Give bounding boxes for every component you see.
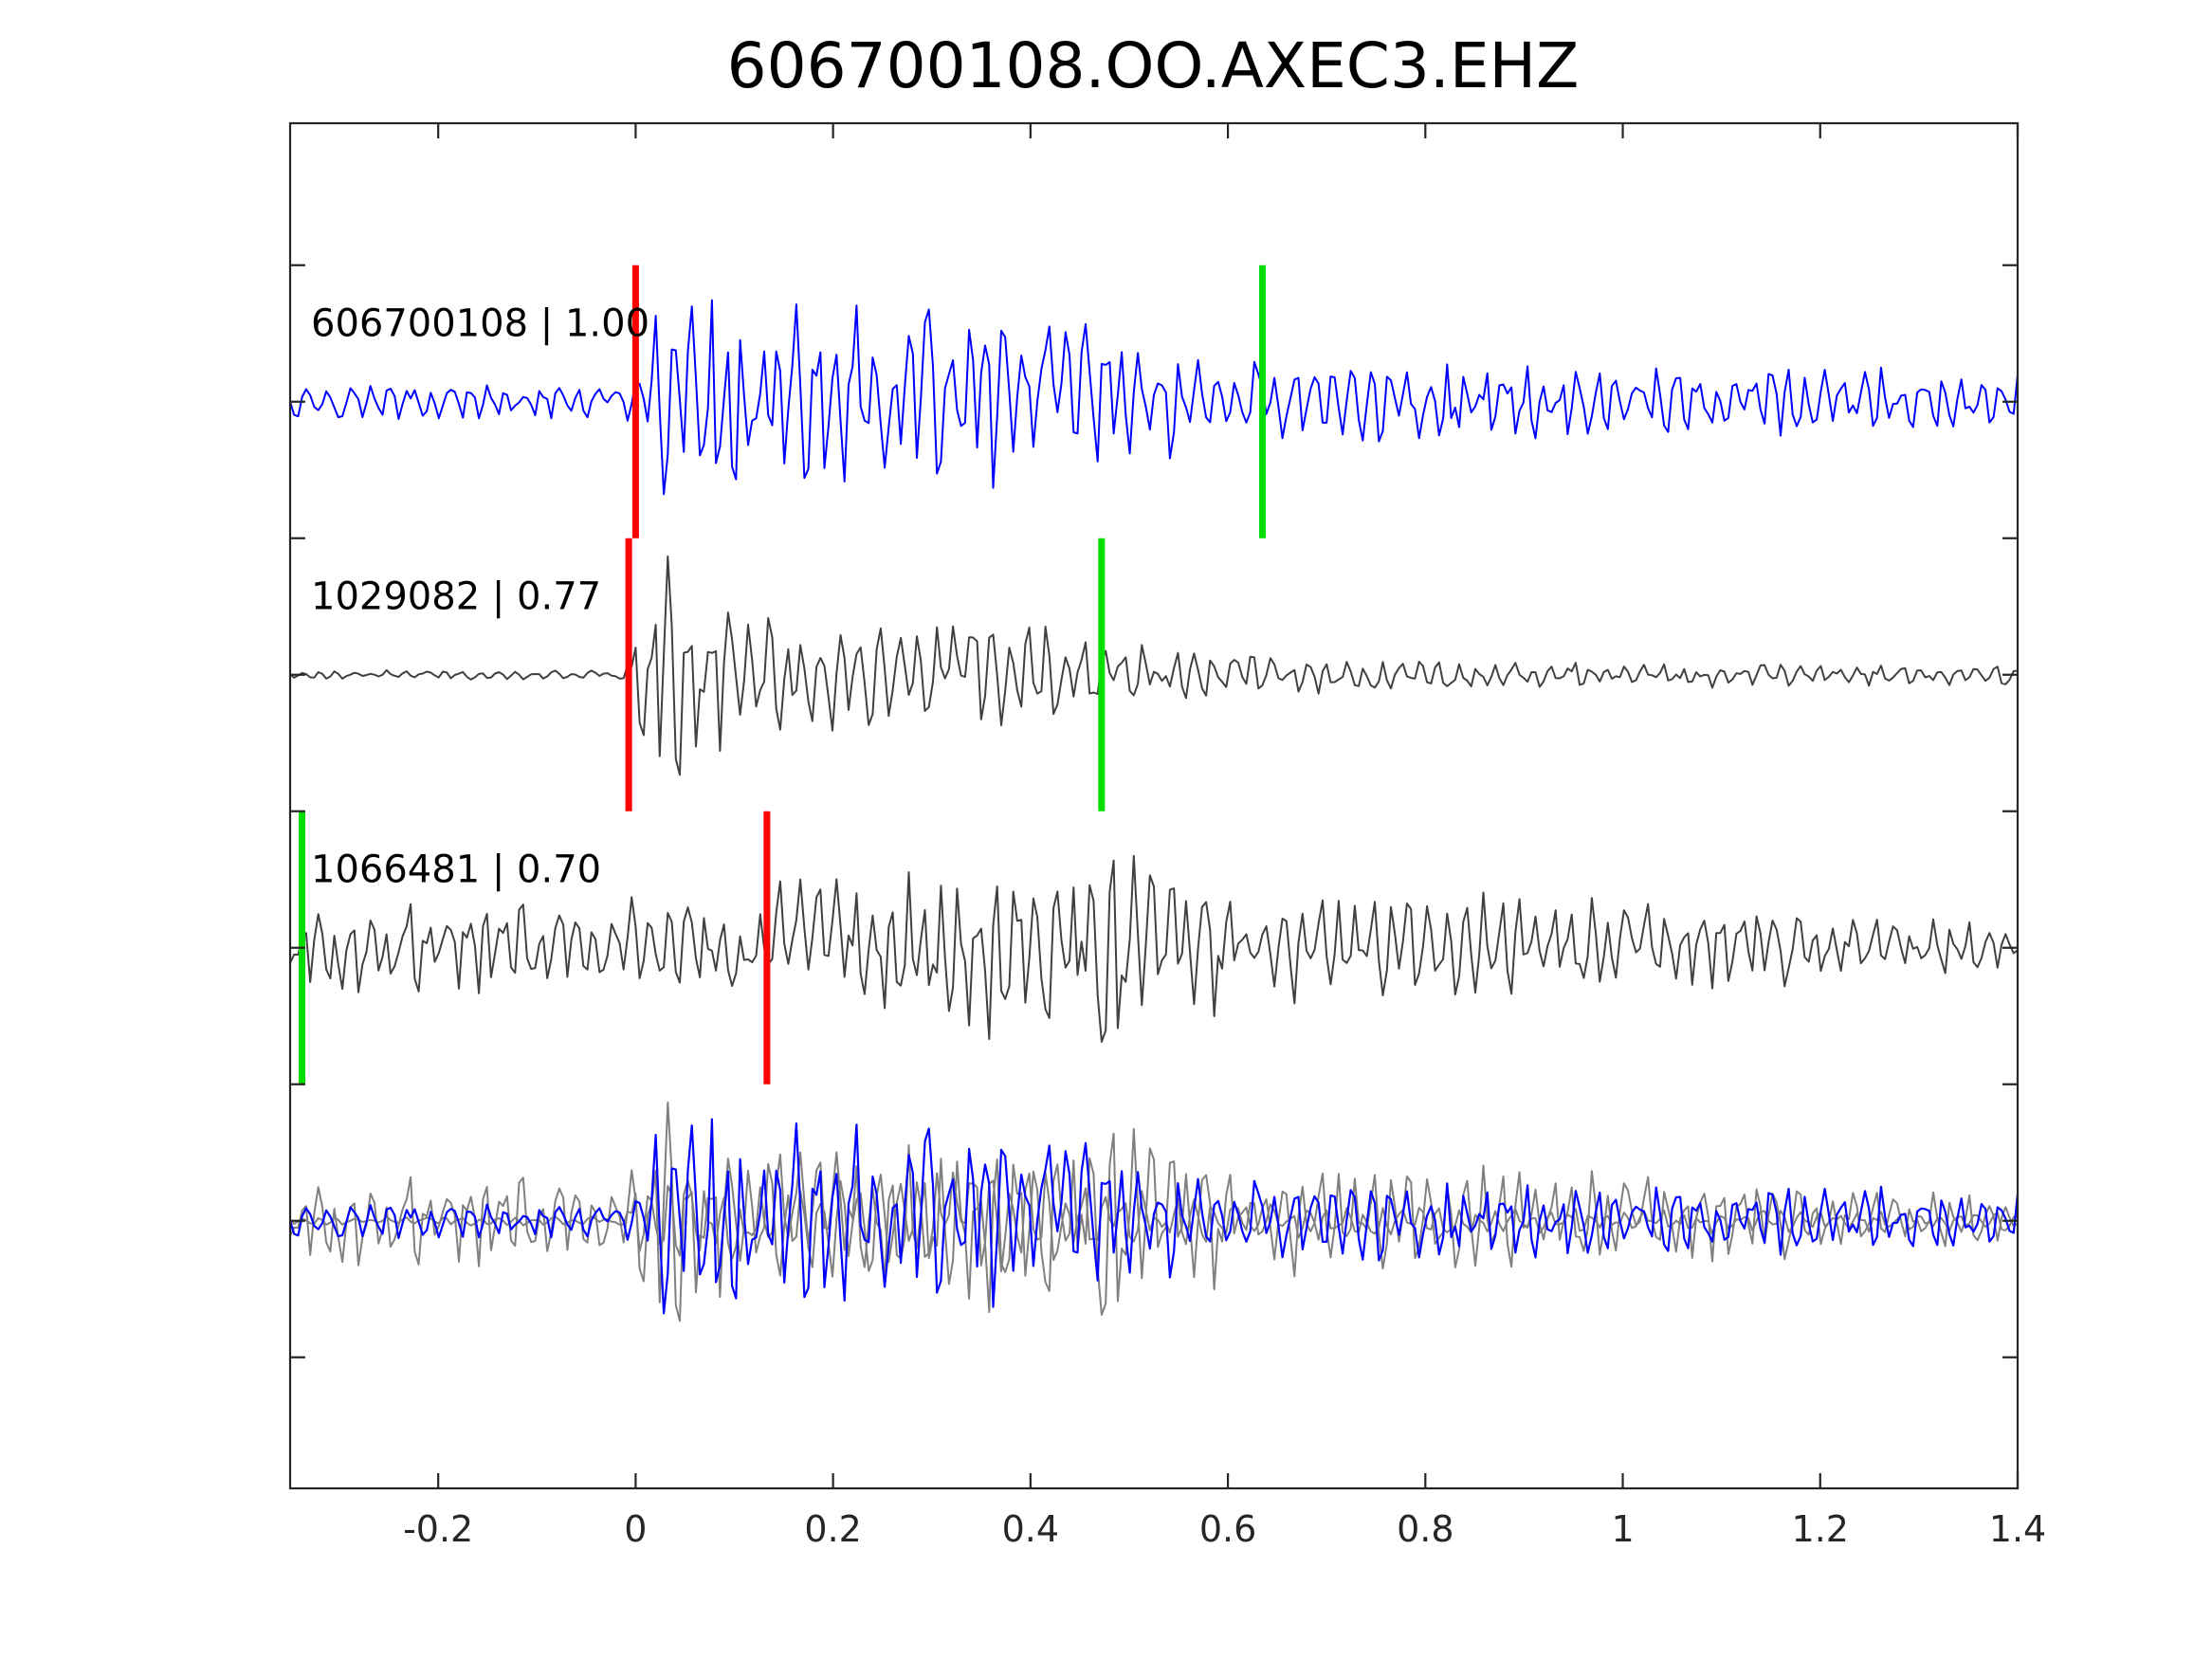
axes-frame xyxy=(288,121,2020,1490)
trace-label-layer: 606700108 | 1.00 1029082 | 0.77 1066481 | … xyxy=(311,302,649,892)
trace-label-1029082: 1029082 | 0.77 xyxy=(311,575,601,619)
x-tick-labels: -0.2 0 0.2 0.4 0.6 0.8 1 1.2 1.4 xyxy=(403,1508,2046,1550)
chart-title: 606700108.OO.AXEC3.EHZ xyxy=(727,29,1580,102)
x-tick-label: 1 xyxy=(1611,1508,1634,1550)
x-tick-label: 0.8 xyxy=(1397,1508,1453,1550)
trace-label-1066481: 1066481 | 0.70 xyxy=(311,848,601,892)
overlay-trace-606700108 xyxy=(288,1118,2020,1315)
trace-606700108 xyxy=(289,299,2019,496)
trace-1066481 xyxy=(289,854,2019,1043)
x-tick-label: 1.2 xyxy=(1792,1508,1849,1550)
pick-layer xyxy=(298,264,1267,1085)
x-tick-label: 0.4 xyxy=(1002,1508,1059,1550)
trace-layer xyxy=(288,299,2020,1322)
x-tick-label: 0.2 xyxy=(804,1508,861,1550)
x-tick-label: 0.6 xyxy=(1199,1508,1256,1550)
x-tick-label: 0 xyxy=(624,1508,647,1550)
trace-1029082 xyxy=(289,555,2019,776)
trace-label-606700108: 606700108 | 1.00 xyxy=(311,302,649,346)
overlay-trace-1066481 xyxy=(289,1127,2019,1316)
x-tick-label: -0.2 xyxy=(403,1508,473,1550)
plot-area xyxy=(290,123,2018,1488)
x-tick-label: 1.4 xyxy=(1989,1508,2046,1550)
